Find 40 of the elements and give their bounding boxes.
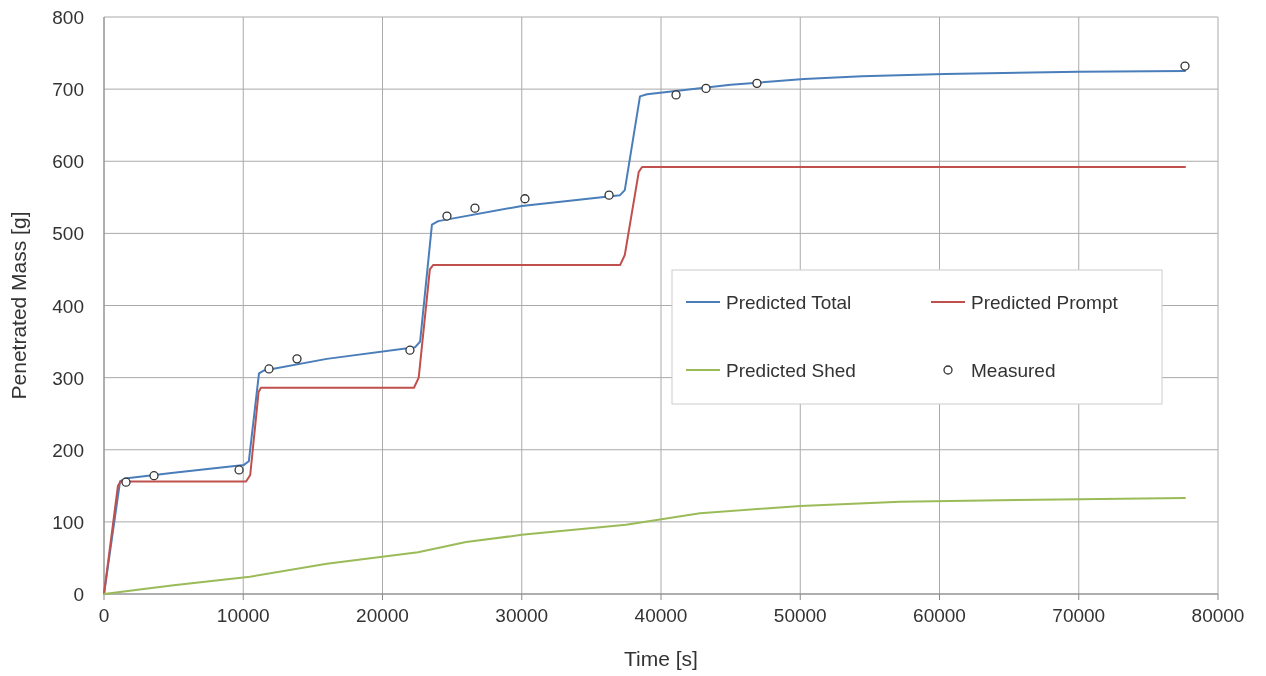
point (405, 345, 415, 355)
point (442, 211, 452, 221)
point (1180, 61, 1190, 71)
x-tick-label: 10000 (216, 605, 270, 626)
point (470, 203, 480, 213)
point (264, 364, 274, 374)
x-tick-label: 0 (98, 605, 110, 626)
x-axis-title: Time [s] (624, 647, 698, 670)
x-tick-label: 50000 (773, 605, 827, 626)
point (752, 78, 762, 89)
x-tick-label: 80000 (1191, 605, 1245, 626)
y-tick-label: 400 (52, 295, 84, 317)
y-tick-label: 100 (52, 511, 84, 533)
point (604, 190, 614, 200)
x-tick-label: 40000 (634, 605, 688, 626)
legend-label: Predicted Shed (726, 360, 856, 381)
point (121, 477, 131, 487)
x-tick-label: 30000 (495, 605, 549, 626)
point (149, 471, 159, 481)
y-tick-label: 600 (52, 151, 84, 173)
y-tick-label: 200 (52, 439, 84, 461)
point (292, 354, 302, 364)
point (520, 194, 530, 204)
y-tick-label: 800 (52, 7, 84, 28)
y-tick-label: 700 (52, 79, 84, 101)
point (701, 83, 711, 94)
legend-label: Measured (971, 360, 1056, 381)
y-axis-title: Penetrated Mass [g] (7, 211, 30, 400)
x-tick-label: 20000 (356, 605, 409, 626)
y-tick-label: 500 (52, 223, 84, 245)
y-tick-label: 0 (73, 584, 84, 605)
line-series (103, 166, 1186, 595)
x-tick-label: 60000 (913, 605, 966, 626)
x-tick-label: 70000 (1052, 605, 1106, 626)
point (234, 465, 244, 475)
y-tick-label: 300 (52, 367, 84, 389)
point (671, 90, 681, 100)
legend-label: Predicted Prompt (971, 292, 1119, 313)
line-series (103, 497, 1186, 595)
legend-label: Predicted Total (726, 292, 852, 313)
